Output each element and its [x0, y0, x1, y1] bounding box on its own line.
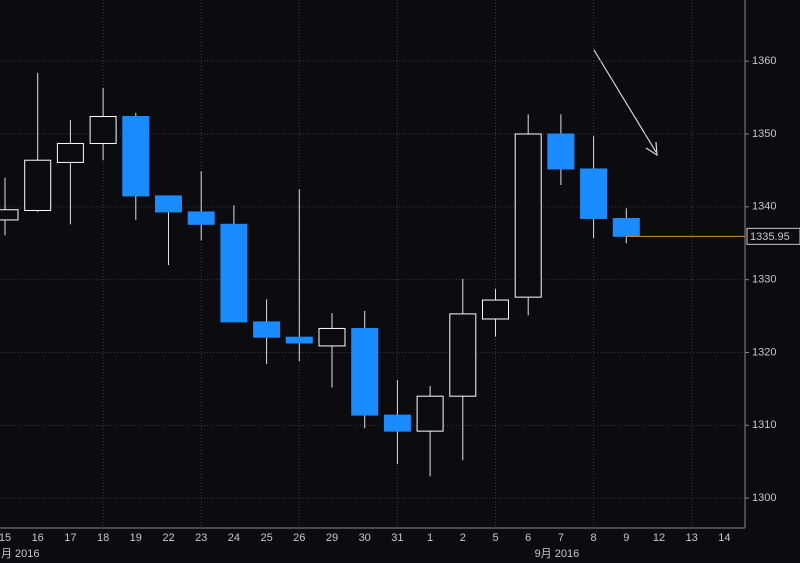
candle-body: [612, 217, 640, 237]
candle-body: [253, 321, 281, 338]
x-tick-label: 19: [130, 532, 142, 544]
x-tick-label: 13: [686, 532, 698, 544]
candle-body: [220, 223, 248, 323]
x-tick-label: 2: [460, 532, 466, 544]
candle-body: [318, 327, 346, 347]
last-price-label: 1335.95: [750, 231, 790, 243]
x-tick-label: 26: [293, 532, 305, 544]
y-tick-label: 1340: [752, 201, 776, 213]
x-tick-label: 15: [0, 532, 11, 544]
candle-body: [89, 116, 117, 144]
x-tick-label: 5: [492, 532, 498, 544]
candle-body: [0, 209, 19, 221]
candle-body: [514, 133, 542, 298]
candle-body: [285, 336, 313, 344]
candle-body: [187, 211, 215, 225]
y-tick-label: 1330: [752, 274, 776, 286]
candle-body: [383, 414, 411, 432]
candle-body: [416, 395, 444, 432]
y-tick-label: 1320: [752, 346, 776, 358]
y-tick-label: 1360: [752, 55, 776, 67]
x-tick-label: 17: [64, 532, 76, 544]
candle-body: [56, 142, 84, 163]
x-tick-label: 18: [97, 532, 109, 544]
x-tick-label: 16: [32, 532, 44, 544]
x-tick-label: 14: [718, 532, 730, 544]
last-price-box: [746, 227, 800, 245]
x-tick-label: 31: [391, 532, 403, 544]
candle-body: [482, 299, 509, 320]
annotation-arrowhead: [645, 141, 658, 157]
annotation-arrow: [593, 49, 657, 153]
x-tick-label: 30: [359, 532, 371, 544]
x-tick-label: 1: [427, 532, 433, 544]
x-tick-label: 29: [326, 532, 338, 544]
x-tick-label: 24: [228, 532, 240, 544]
x-tick-label: 7: [558, 532, 564, 544]
x-tick-label: 9: [623, 532, 629, 544]
candle-body: [580, 168, 608, 219]
month-label: 月 2016: [1, 548, 40, 560]
y-tick-label: 1300: [752, 492, 776, 504]
candle-body: [547, 133, 575, 170]
candle-body: [449, 313, 477, 397]
y-tick-label: 1310: [752, 419, 776, 431]
x-tick-label: 6: [525, 532, 531, 544]
x-tick-label: 8: [591, 532, 597, 544]
candle-body: [351, 327, 379, 416]
y-tick-label: 1350: [752, 128, 776, 140]
candle-body: [155, 195, 182, 213]
x-tick-label: 12: [653, 532, 665, 544]
x-tick-label: 23: [195, 532, 207, 544]
candle-body: [24, 159, 52, 211]
month-label: 9月 2016: [535, 548, 580, 560]
x-tick-label: 22: [162, 532, 174, 544]
x-tick-label: 25: [260, 532, 272, 544]
candle-body: [122, 116, 150, 197]
